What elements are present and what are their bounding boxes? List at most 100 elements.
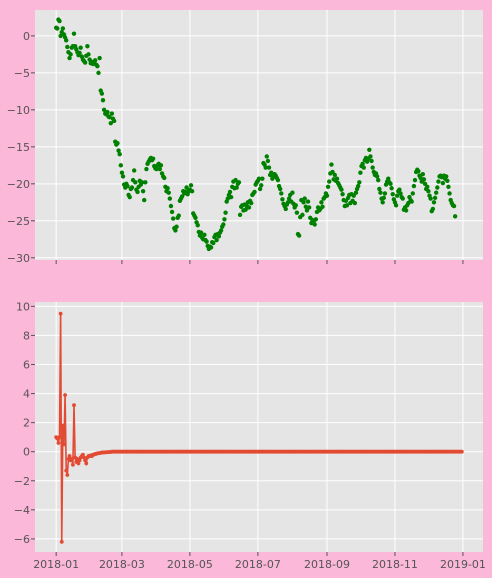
data-point [140,189,146,194]
data-point [398,191,403,196]
data-point [285,200,291,205]
data-point [290,190,295,195]
data-point [105,109,110,115]
data-point [420,172,426,177]
data-point [256,176,262,181]
data-point [445,178,450,184]
data-point [97,55,102,61]
data-point [357,180,362,185]
data-point [95,64,100,69]
data-point [65,473,70,477]
bottom-axes-background [35,302,483,552]
bot-ytick-label: −2 [14,475,30,488]
data-point [169,209,175,215]
data-point [225,196,230,201]
data-point [64,468,69,473]
data-point [302,196,307,201]
data-point [236,180,242,185]
bot-ytick-label: 10 [16,300,30,313]
data-point [374,174,380,179]
data-point [446,184,451,189]
data-point [394,193,400,198]
data-point [252,189,257,195]
data-point [380,200,385,205]
data-point [188,183,194,188]
data-point [440,180,446,186]
data-point [96,70,101,76]
data-point [421,177,427,182]
data-point [101,107,107,113]
data-point [62,442,66,447]
data-point [108,120,113,126]
data-point [320,204,325,209]
data-point [234,185,239,190]
bot-xtick-label: 2018-01 [33,558,79,571]
data-point [60,26,66,31]
data-point [111,118,117,124]
bot-ytick-label: 6 [23,359,30,372]
data-point [195,223,200,228]
top-ytick-label: −15 [7,141,30,154]
bot-xtick-label: 2018-05 [167,558,213,571]
data-point [339,187,344,192]
data-point [376,177,381,183]
data-point [119,170,125,175]
data-point [125,183,130,189]
data-point [65,44,70,50]
data-point [386,176,391,181]
data-point [158,163,164,168]
data-point [279,191,284,196]
data-point [329,162,334,167]
top-ytick-label: −5 [14,67,30,80]
data-point [63,393,67,397]
data-point [431,200,437,205]
data-point [306,205,312,210]
data-point [157,166,163,172]
data-point [277,186,283,192]
data-point [118,163,124,168]
data-point [59,539,64,544]
data-point [77,50,82,56]
data-point [131,168,137,173]
bot-xtick-label: 2018-03 [99,558,145,571]
data-point [129,185,135,190]
data-point [353,190,359,195]
top-ytick-label: −10 [7,104,30,117]
data-point [266,165,272,170]
data-point [368,154,373,159]
data-point [447,191,452,196]
data-point [58,311,63,316]
data-point [459,449,464,454]
data-point [275,177,281,183]
data-point [173,228,178,233]
data-point [428,196,433,201]
data-point [221,222,226,227]
bottom-data-points [54,311,464,544]
data-point [344,203,350,208]
data-point [107,115,112,120]
data-point [237,212,243,218]
data-point [154,166,159,172]
data-point [144,166,149,172]
data-point [259,183,264,188]
data-point [332,172,337,178]
data-point [63,38,69,43]
data-point [280,197,285,202]
data-point [168,203,174,209]
data-point [388,181,393,187]
data-point [67,55,72,61]
data-point [409,199,414,204]
top-gridlines [35,10,483,260]
data-point [283,206,288,212]
data-point [189,189,195,194]
data-point [204,239,209,244]
data-point [418,175,423,181]
data-point [352,200,358,206]
data-point [358,170,363,175]
data-point [69,457,74,461]
bot-ytick-label: −4 [14,504,30,517]
data-point [416,169,421,174]
data-point [135,189,140,195]
